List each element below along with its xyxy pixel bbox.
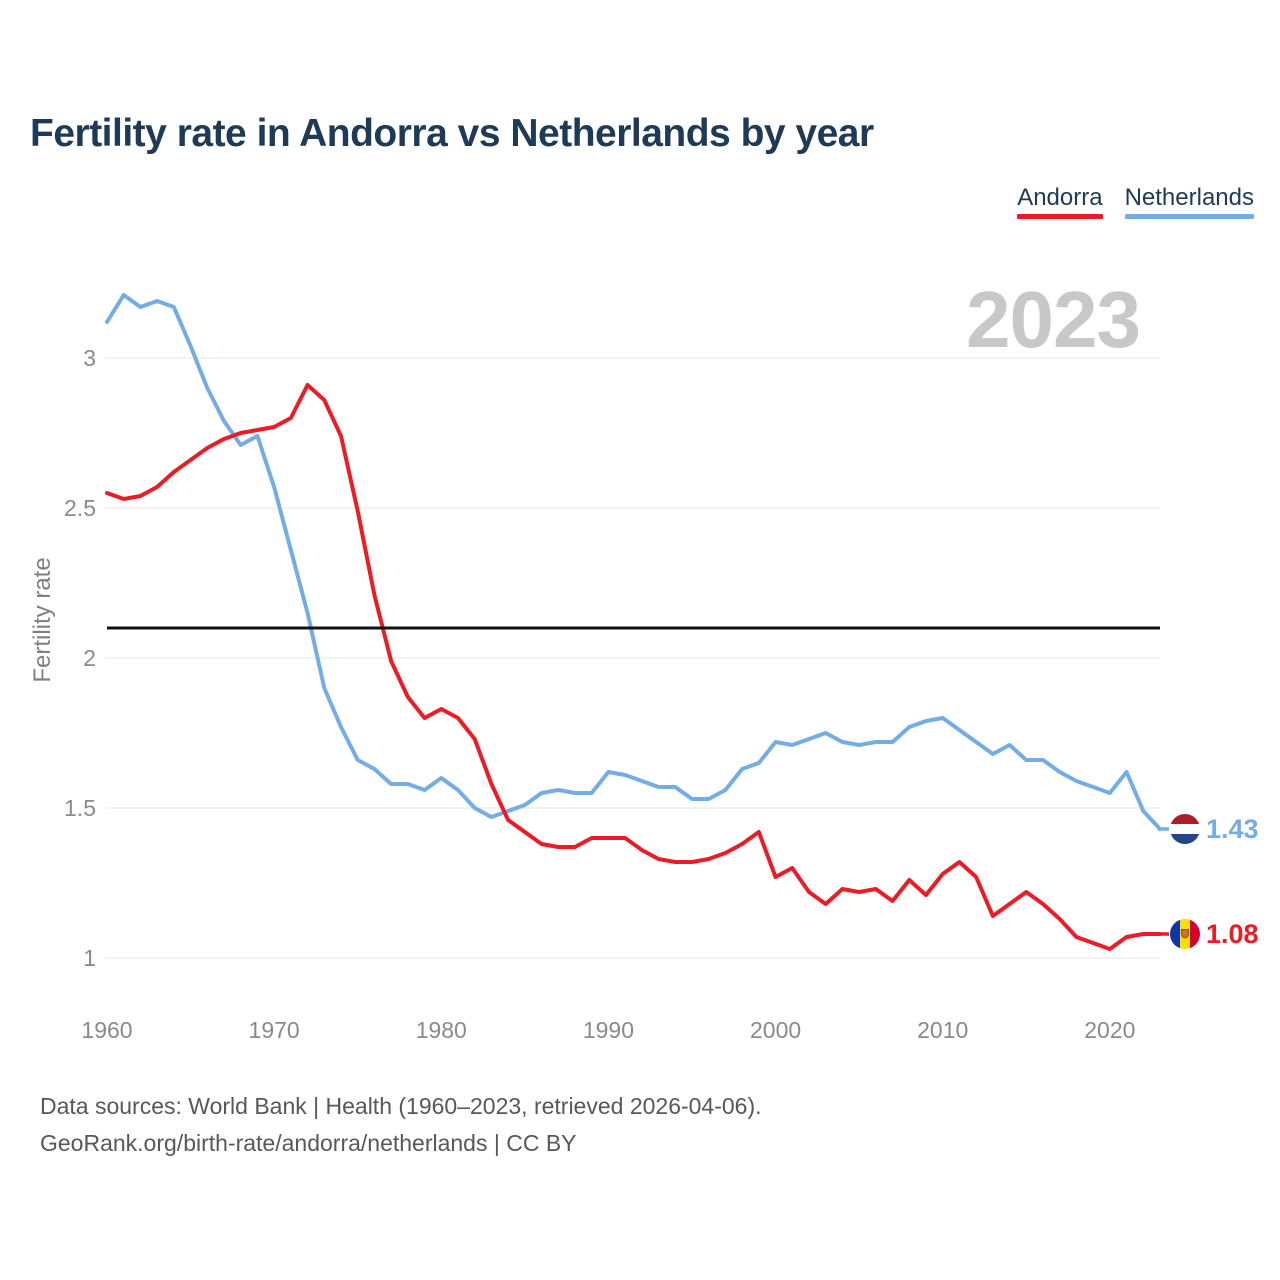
x-tick-label: 1980 [416,1017,467,1043]
legend-label-netherlands: Netherlands [1124,184,1254,211]
andorra-flag-icon [1170,919,1200,949]
x-tick-label: 2020 [1084,1017,1135,1043]
caption-line-2: GeoRank.org/birth-rate/andorra/netherlan… [40,1130,577,1156]
gridlines [105,357,1160,959]
year-watermark: 2023 [966,275,1140,364]
caption-line-1: Data sources: World Bank | Health (1960–… [40,1093,762,1119]
y-tick-label: 1.5 [64,795,96,821]
x-tick-label: 1970 [249,1017,300,1043]
legend-label-andorra: Andorra [1017,184,1103,211]
y-axis-tick-labels: 1 1.5 2 2.5 3 [64,345,96,971]
legend-item-netherlands[interactable]: Netherlands [1124,184,1254,220]
legend-item-andorra[interactable]: Andorra [1017,184,1103,220]
netherlands-end-value: 1.43 [1206,814,1259,844]
page-title: Fertility rate in Andorra vs Netherlands… [30,112,874,155]
andorra-line [105,383,1162,951]
x-axis-tick-labels: 1960 1970 1980 1990 2000 2010 2020 [81,1017,1135,1043]
legend-underline-andorra [1017,214,1103,220]
x-tick-label: 2010 [917,1017,968,1043]
y-tick-label: 1 [83,945,96,971]
netherlands-flag-icon [1170,814,1200,844]
x-tick-label: 2000 [750,1017,801,1043]
y-tick-label: 2.5 [64,495,96,521]
legend: Andorra Netherlands [1017,184,1254,220]
netherlands-line [105,293,1162,831]
andorra-end-value: 1.08 [1206,919,1259,949]
y-tick-label: 3 [83,345,96,371]
y-axis-title: Fertility rate [29,557,56,682]
source-caption: Data sources: World Bank | Health (1960–… [40,1088,762,1162]
x-tick-label: 1990 [583,1017,634,1043]
y-tick-label: 2 [83,645,96,671]
x-tick-label: 1960 [81,1017,132,1043]
legend-underline-netherlands [1124,214,1254,220]
